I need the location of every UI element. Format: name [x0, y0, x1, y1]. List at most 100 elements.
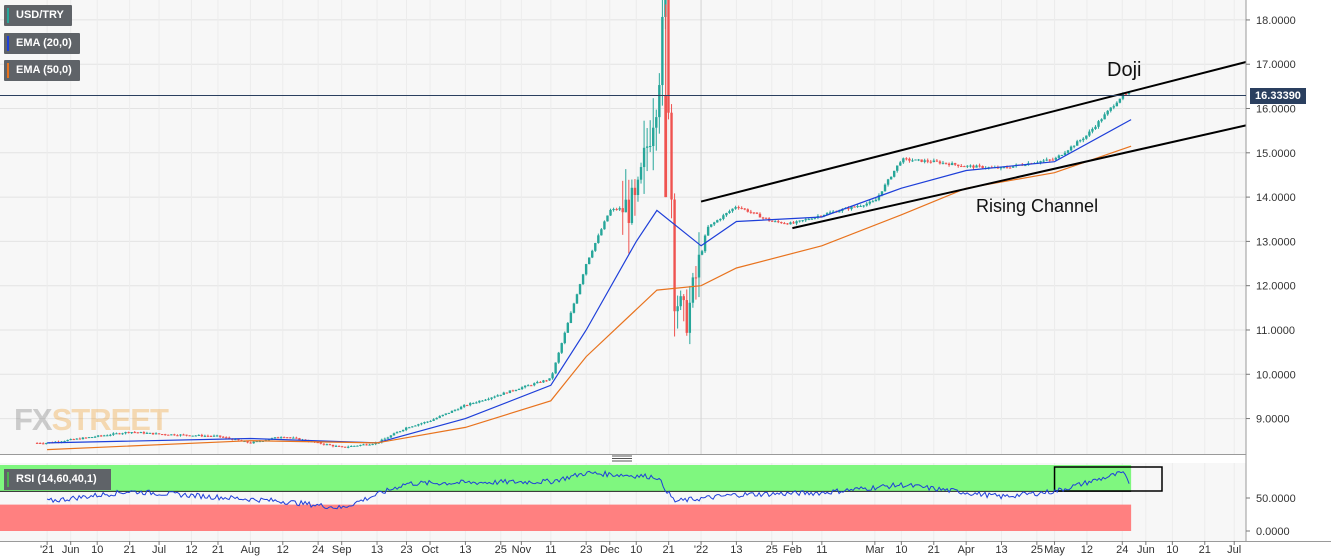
doji-annotation: Doji: [1107, 59, 1142, 81]
candle-body: [350, 445, 353, 447]
x-tick-label: 12: [277, 544, 289, 556]
candle-body: [496, 395, 499, 397]
x-tick-label: 21: [1199, 544, 1211, 556]
candle-body: [185, 434, 188, 436]
candle-body: [978, 165, 981, 167]
candle-body: [575, 294, 579, 304]
rsi-label: RSI (14,60,40,1): [16, 473, 97, 485]
candle-body: [691, 277, 695, 303]
pane-resize-handle[interactable]: [612, 455, 632, 462]
candle-body: [331, 444, 335, 447]
candle-body: [343, 446, 347, 448]
candle-body: [853, 206, 856, 208]
candle-body: [1082, 138, 1085, 141]
candle-body: [944, 162, 948, 164]
candle-body: [1085, 135, 1088, 139]
candle-body: [658, 85, 661, 118]
candle-body: [877, 195, 881, 200]
x-tick-label: '22: [694, 544, 708, 556]
candle-body: [786, 223, 789, 225]
candle-body: [215, 435, 219, 437]
y-tick-label: 10.0000: [1256, 369, 1296, 381]
candle-body: [151, 432, 155, 435]
candle-body: [520, 387, 524, 390]
x-tick-label: 21: [123, 544, 135, 556]
candle-body: [1091, 128, 1094, 132]
candle-body: [947, 163, 951, 166]
candle-body: [749, 211, 753, 213]
candle-body: [414, 425, 417, 427]
rsi-legend[interactable]: RSI (14,60,40,1): [4, 469, 111, 490]
candle-body: [880, 191, 884, 196]
candle-body: [633, 187, 637, 196]
candle-body: [746, 209, 749, 212]
candle-body: [740, 207, 743, 209]
x-tick-label: 21: [663, 544, 675, 556]
candle-body: [667, 0, 670, 113]
candle-body: [914, 159, 917, 161]
candle-body: [368, 444, 371, 446]
candle-body: [1057, 155, 1061, 158]
candle-body: [1124, 93, 1128, 95]
candle-body: [484, 399, 487, 401]
candle-body: [709, 224, 713, 227]
x-tick-label: 13: [459, 544, 471, 556]
candle-body: [438, 416, 441, 418]
candle-body: [700, 251, 704, 255]
candle-body: [487, 398, 490, 400]
candle-body: [87, 437, 91, 439]
candle-body: [774, 221, 777, 223]
candle-body: [908, 158, 911, 161]
candle-body: [731, 208, 734, 212]
candle-body: [801, 220, 804, 222]
candle-body: [770, 220, 774, 222]
candle-body: [121, 433, 124, 435]
symbol-legend[interactable]: USD/TRY: [4, 5, 72, 26]
candle-body: [902, 158, 905, 163]
candle-body: [636, 179, 640, 196]
candle-body: [825, 213, 829, 215]
candle-body: [1066, 150, 1070, 153]
candle-body: [783, 223, 786, 225]
candle-body: [566, 322, 570, 333]
candle-body: [276, 437, 280, 439]
ema50-swatch: [7, 63, 9, 78]
candle-body: [716, 220, 719, 223]
candle-body: [234, 439, 237, 441]
candle-body: [1054, 157, 1058, 160]
candle-body: [1097, 121, 1100, 127]
candle-body: [889, 176, 893, 180]
candle-body: [938, 161, 942, 164]
x-tick-label: Apr: [958, 544, 975, 556]
candle-body: [682, 296, 685, 301]
candle-body: [228, 437, 231, 439]
y-tick-label: 17.0000: [1256, 59, 1296, 71]
candle-body: [526, 385, 530, 387]
candle-body: [225, 437, 228, 439]
x-tick-label: Jul: [152, 544, 166, 556]
y-tick-label: 12.0000: [1256, 281, 1296, 293]
candle-body: [722, 215, 725, 219]
x-tick-label: Aug: [241, 544, 261, 556]
candle-body: [441, 414, 444, 417]
candle-body: [191, 435, 194, 437]
candle-body: [584, 264, 588, 275]
candle-body: [450, 410, 454, 413]
candle-body: [475, 402, 478, 404]
candle-body: [78, 438, 82, 440]
channel-annotation: Rising Channel: [976, 196, 1099, 216]
ema20-legend[interactable]: EMA (20,0): [4, 33, 80, 54]
candle-body: [282, 437, 286, 439]
candle-body: [1103, 114, 1106, 120]
candle-body: [899, 162, 902, 166]
ema50-legend[interactable]: EMA (50,0): [4, 60, 80, 81]
candle-body: [176, 435, 179, 437]
candle-body: [508, 390, 512, 394]
candle-body: [1069, 146, 1073, 151]
candle-body: [929, 161, 932, 163]
candle-body: [542, 380, 545, 383]
candle-body: [472, 402, 475, 404]
candle-body: [194, 435, 197, 437]
x-tick-label: Sep: [332, 544, 352, 556]
